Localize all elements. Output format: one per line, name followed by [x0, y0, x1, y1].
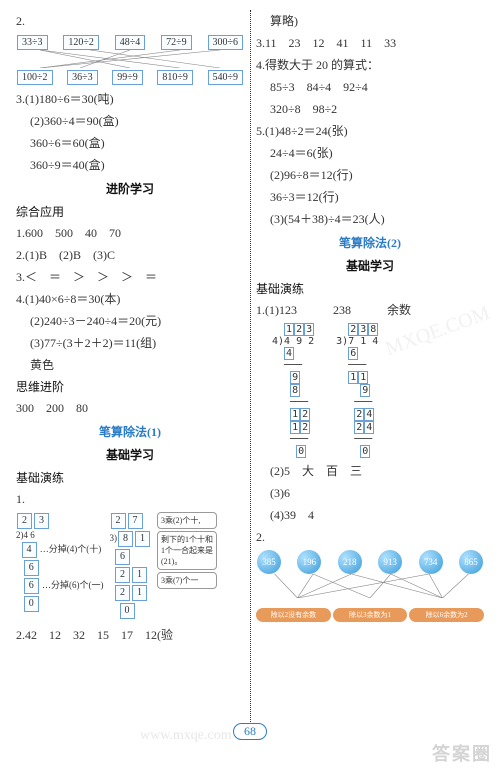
q3-1: 3.(1)180÷6＝30(吨) — [16, 90, 244, 108]
d1-box: 2 — [115, 585, 130, 601]
watermark-bottom: www.mxqe.com — [140, 728, 232, 744]
watermark-main: 答案圈 — [432, 740, 492, 766]
jichu-title: 基础学习 — [16, 446, 244, 463]
p4d: 黄色 — [16, 356, 244, 374]
longdiv-1: 123 4)4 9 2 4 ─── 9 8 ─── 12 12 ─── 0 — [272, 323, 314, 458]
r-top: 算略) — [256, 12, 484, 30]
left-l2: 2.42 12 32 15 17 12(验 — [16, 626, 244, 644]
jinjie-title: 进阶学习 — [16, 180, 244, 197]
category-oval: 除以3余数为1 — [333, 608, 408, 622]
q2-top-box: 72÷9 — [161, 35, 192, 50]
speech3: 3乘(7)个一 — [157, 572, 217, 589]
speech1: 3乘(2)个十, — [157, 512, 217, 529]
q2-top-box: 300÷6 — [208, 35, 244, 50]
cross-lines — [20, 50, 240, 68]
bisuan2-title: 笔算除法(2) — [256, 234, 484, 251]
q2-label: 2. — [16, 12, 244, 30]
number-circle: 218 — [338, 550, 362, 574]
r4b: 85÷3 84÷4 92÷4 — [256, 78, 484, 96]
siwei-title: 思维进阶 — [16, 378, 244, 395]
oval-row: 除以2没有余数除以3余数为1除以6余数为2 — [256, 608, 484, 622]
category-oval: 除以6余数为2 — [409, 608, 484, 622]
jichuyl2-title: 基础演练 — [256, 280, 484, 297]
p2: 2.(1)B (2)B (3)C — [16, 246, 244, 264]
q2-cross-diagram: 33÷3 120÷2 48÷4 72÷9 300÷6 100÷2 36÷3 99÷9 810÷… — [16, 34, 244, 84]
longdiv-2: 238 3)7 1 4 6 ─── 11 9 ─── 24 24 ─── 0 — [336, 323, 378, 458]
left-d1-diagram: 23 2)4 6 4 …分掉(4)个(十) 6 6 …分掉(6)个(一) 0 2… — [16, 512, 244, 620]
d1-box: 0 — [24, 596, 39, 612]
circle-lines — [256, 574, 484, 598]
q2-bot-box: 99÷9 — [112, 70, 143, 85]
number-circle: 196 — [297, 550, 321, 574]
d1-box: 1 — [132, 585, 147, 601]
d1-box: 0 — [120, 603, 135, 619]
d1-box: 2 — [111, 513, 126, 529]
q2-bot-box: 100÷2 — [17, 70, 53, 85]
q3-4: 360÷9＝40(盒) — [16, 156, 244, 174]
jichu2-title: 基础学习 — [256, 257, 484, 274]
page-number: 68 — [233, 723, 267, 740]
r5e: (3)(54＋38)÷4＝23(人) — [256, 210, 484, 228]
number-circle: 385 — [257, 550, 281, 574]
number-circle: 913 — [378, 550, 402, 574]
q2-bot-box: 810÷9 — [157, 70, 193, 85]
r4c: 320÷8 98÷2 — [256, 100, 484, 118]
d1-box: 8 — [118, 531, 133, 547]
number-circle: 734 — [419, 550, 443, 574]
r5a: 5.(1)48÷2＝24(张) — [256, 122, 484, 140]
q2-top-box: 33÷3 — [17, 35, 48, 50]
q3-2: (2)360÷4＝90(盒) — [16, 112, 244, 130]
sw1: 300 200 80 — [16, 399, 244, 417]
r-d1d: (4)39 4 — [256, 506, 484, 524]
q3-3: 360÷6＝60(盒) — [16, 134, 244, 152]
speech2: 剩下的1个十和1个一合起来是(21)。 — [157, 531, 217, 570]
q2-bot-box: 540÷9 — [208, 70, 244, 85]
q2-top-box: 120÷2 — [63, 35, 99, 50]
p1: 1.600 500 40 70 — [16, 224, 244, 242]
r3: 3.11 23 12 41 11 33 — [256, 34, 484, 52]
d1-box: 6 — [115, 549, 130, 565]
d1-box: 2 — [115, 567, 130, 583]
r-q2-label: 2. — [256, 528, 484, 546]
d1-box: 6 — [24, 578, 39, 594]
p4a: 4.(1)40×6÷8＝30(本) — [16, 290, 244, 308]
p3: 3.＜ ＝ ＞ ＞ ＞ ＝ — [16, 268, 244, 286]
d1-box: 4 — [22, 542, 37, 558]
number-circle: 865 — [459, 550, 483, 574]
q2-bot-box: 36÷3 — [67, 70, 98, 85]
d1-box: 7 — [128, 513, 143, 529]
long-division-row: 123 4)4 9 2 4 ─── 9 8 ─── 12 12 ─── 0 23… — [256, 323, 484, 458]
bisuan1-title: 笔算除法(1) — [16, 423, 244, 440]
d1-box: 1 — [135, 531, 150, 547]
r-d1b: (2)5 大 百 三 — [256, 462, 484, 480]
d1-box: 1 — [132, 567, 147, 583]
r-d1c: (3)6 — [256, 484, 484, 502]
p4b: (2)240÷3－240÷4＝20(元) — [16, 312, 244, 330]
d1-box: 2 — [17, 513, 32, 529]
r5d: 36÷3＝12(行) — [256, 188, 484, 206]
zonghe-title: 综合应用 — [16, 203, 244, 220]
r4a: 4.得数大于 20 的算式： — [256, 56, 484, 74]
circle-row: 385 196 218 913 734 865 — [256, 550, 484, 574]
p4c: (3)77÷(3＋2＋2)＝11(组) — [16, 334, 244, 352]
left-d1-label: 1. — [16, 490, 244, 508]
jichuyl-title: 基础演练 — [16, 469, 244, 486]
d1-box: 6 — [24, 560, 39, 576]
d1-box: 3 — [34, 513, 49, 529]
column-divider — [250, 10, 251, 722]
r5c: (2)96÷8＝12(行) — [256, 166, 484, 184]
category-oval: 除以2没有余数 — [256, 608, 331, 622]
r5b: 24÷4＝6(张) — [256, 144, 484, 162]
q2-top-box: 48÷4 — [115, 35, 146, 50]
